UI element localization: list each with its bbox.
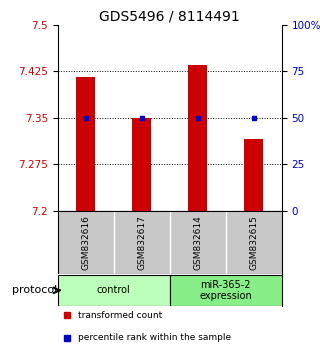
FancyBboxPatch shape	[170, 275, 282, 306]
Text: percentile rank within the sample: percentile rank within the sample	[78, 333, 231, 342]
Text: GSM832616: GSM832616	[81, 215, 90, 270]
Bar	[244, 139, 263, 211]
Bar	[188, 65, 207, 211]
Text: GSM832615: GSM832615	[249, 215, 258, 270]
Title: GDS5496 / 8114491: GDS5496 / 8114491	[99, 10, 240, 24]
Text: GSM832614: GSM832614	[193, 215, 202, 270]
Text: protocol: protocol	[12, 285, 58, 295]
Bar	[76, 78, 95, 211]
Text: GSM832617: GSM832617	[137, 215, 146, 270]
Text: control: control	[97, 285, 131, 295]
Bar	[132, 118, 151, 211]
Text: transformed count: transformed count	[78, 311, 162, 320]
FancyBboxPatch shape	[58, 275, 170, 306]
Text: miR-365-2
expression: miR-365-2 expression	[199, 280, 252, 301]
